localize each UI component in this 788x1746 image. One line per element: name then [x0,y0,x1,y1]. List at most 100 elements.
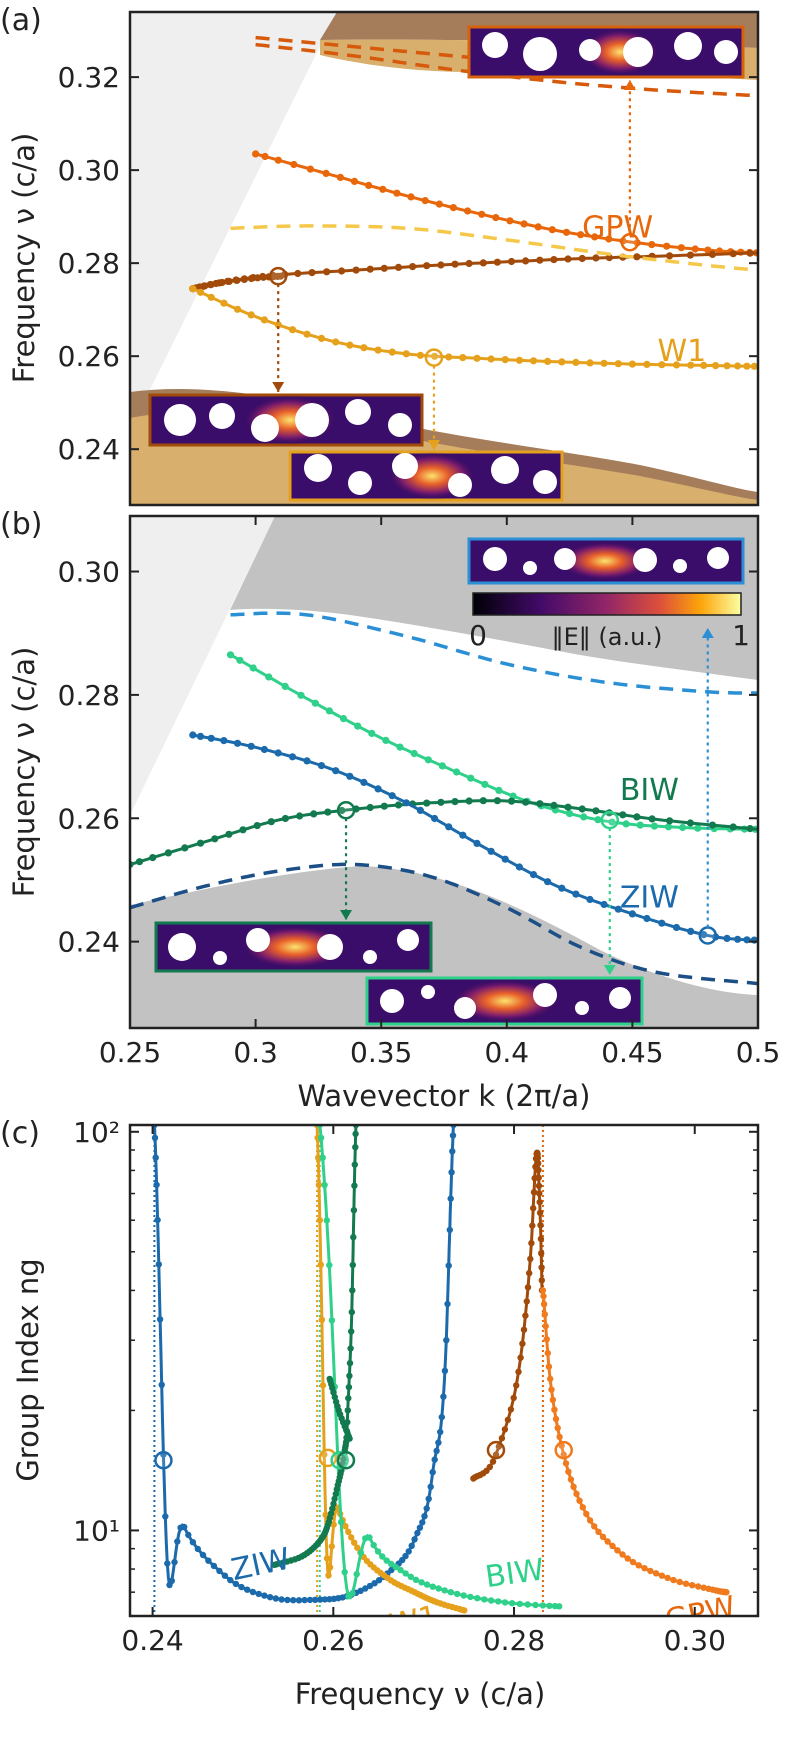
data-point [152,1154,159,1161]
data-point [421,1513,428,1520]
data-point [189,731,197,739]
data-point [315,1181,323,1189]
data-point [635,1562,642,1569]
data-point [408,1542,415,1550]
y-tick-label: 0.26 [58,802,120,835]
data-point [431,352,439,360]
data-point [464,207,472,215]
data-point [249,1588,257,1596]
data-point [353,1571,360,1578]
data-point [750,362,758,370]
data-point [515,1368,522,1376]
data-point [194,1545,201,1553]
highlight-marker [554,1440,573,1460]
data-point [352,1130,359,1138]
data-point [447,1589,454,1596]
data-point [168,1577,175,1585]
data-point [252,150,260,158]
data-point [536,800,544,808]
data-point [687,927,695,936]
data-point [325,707,333,715]
data-point [600,900,608,909]
data-point [513,1382,520,1389]
data-point [599,1533,607,1541]
data-point [153,1181,160,1189]
data-point [522,798,530,806]
data-point [522,257,530,265]
data-point [402,1552,409,1560]
data-point [261,1592,268,1599]
biw-series-line [318,1125,560,1608]
data-point [583,1510,590,1518]
data-point [547,1375,554,1383]
data-point [535,1166,542,1174]
data-point [345,1383,353,1391]
data-point [346,1435,353,1442]
data-point [206,281,214,289]
data-point [544,1349,551,1357]
data-point [633,813,641,821]
data-point [529,357,538,365]
data-point [460,1592,467,1599]
data-point [529,871,538,879]
data-point [542,1323,549,1330]
data-point [431,814,439,823]
data-point [723,362,731,370]
data-point [743,362,751,370]
data-point [538,1250,545,1257]
data-point [524,1284,532,1291]
data-point [530,1205,537,1212]
data-point [734,362,742,370]
colorbar-label: ‖E‖ (a.u.) [552,623,663,651]
data-point [349,1261,356,1269]
data-point [247,742,255,750]
data-point [345,1395,352,1402]
data-point [351,1161,358,1168]
data-point [556,1433,563,1441]
data-point [676,1578,683,1586]
data-point [425,1495,432,1503]
data-point [284,1596,291,1604]
data-point [346,341,354,349]
data-point [465,259,473,268]
data-point [628,360,637,368]
data-point [181,1523,188,1531]
x-tick-label: 0.30 [664,1624,726,1657]
panel-a-axes: 0.24 0.26 0.28 0.30 0.32 [58,61,758,466]
data-point [650,822,659,830]
data-point [371,1580,378,1587]
data-point [272,1595,279,1602]
data-point [354,1544,361,1551]
data-point [421,197,429,205]
data-point [448,1169,455,1176]
data-point [691,245,699,253]
data-point [232,1580,240,1588]
data-point [604,1538,611,1545]
data-point [397,1566,404,1574]
data-point [729,823,737,831]
data-point [686,251,695,259]
data-point [449,204,457,212]
data-point [366,803,374,812]
x-tick-label: 0.5 [736,1036,781,1069]
data-point [424,756,432,764]
data-point [411,1536,418,1543]
data-point [536,256,544,264]
data-point [600,359,608,367]
data-point [664,823,673,831]
data-point [337,1518,345,1526]
data-point [712,362,720,370]
data-point [199,1551,207,1559]
data-point [577,231,585,239]
gpw-series-line [541,1290,727,1594]
data-point [317,762,326,770]
data-point [327,1510,335,1517]
data-point [412,1576,420,1584]
data-point [414,1529,421,1537]
data-point [564,255,572,263]
data-point [379,185,387,193]
data-point [438,1413,445,1421]
x-tick-label: 0.3 [233,1036,278,1069]
arrow-head [340,910,353,920]
data-point [700,361,708,369]
